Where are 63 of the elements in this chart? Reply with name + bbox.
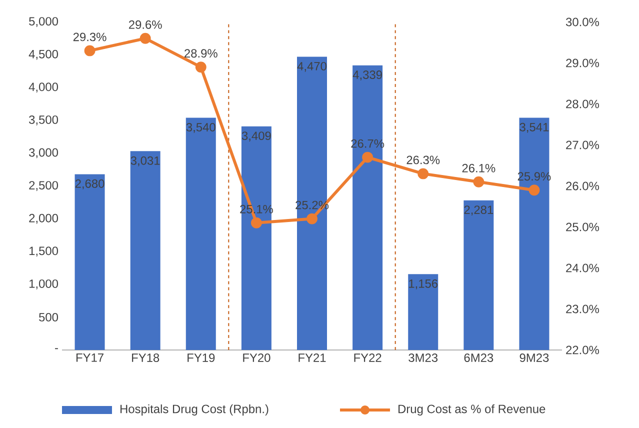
y2-tick-label: 27.0% [566, 140, 599, 150]
data-label: 3,541 [520, 122, 549, 133]
point [473, 176, 484, 188]
y2-tick-label: 30.0% [566, 18, 599, 26]
point [418, 168, 429, 180]
point [84, 45, 96, 56]
bar [408, 274, 438, 350]
y-tick-label: - [55, 348, 58, 350]
data-label: 2,680 [75, 179, 104, 190]
data-label: 2,281 [464, 206, 494, 216]
data-label: 26.3% [406, 156, 440, 164]
legend-label: Drug Cost as % of Revenue [398, 404, 546, 416]
bar [130, 151, 160, 350]
point [362, 152, 374, 163]
data-label: 26.1% [462, 164, 496, 172]
legend-label: Hospitals Drug Cost (Rpbn.) [120, 404, 268, 416]
point [250, 217, 262, 228]
y-tick-label: 3,500 [29, 115, 58, 126]
bar [74, 174, 105, 350]
x-tick-label: FY22 [354, 354, 382, 362]
data-label: 3,409 [242, 132, 271, 142]
data-label: 4,470 [297, 62, 326, 72]
bar [241, 126, 272, 350]
x-tick-label: 6M23 [464, 354, 494, 362]
y2-tick-label: 25.0% [566, 222, 599, 232]
data-label: 4,339 [352, 70, 382, 80]
data-label: 1,156 [409, 279, 438, 290]
x-tick-label: FY17 [76, 354, 104, 362]
y2-tick-label: 23.0% [566, 304, 599, 314]
y-tick-label: 5,000 [29, 17, 58, 27]
x-tick-label: 3M23 [408, 354, 438, 362]
y2-tick-label: 28.0% [566, 100, 599, 108]
y-tick-label: 500 [39, 312, 58, 322]
bar [186, 118, 216, 350]
x-tick-label: FY19 [188, 354, 215, 362]
y-tick-label: 3,000 [29, 148, 58, 158]
bar [352, 65, 383, 350]
y-tick-label: 4,000 [28, 82, 58, 93]
data-label: 3,540 [186, 122, 216, 133]
x-tick-label: 9M23 [520, 354, 549, 362]
x-tick-label: FY21 [298, 354, 326, 362]
x-tick-label: FY20 [243, 354, 270, 362]
x-tick-label: FY18 [132, 354, 160, 362]
bar [464, 200, 494, 350]
y-tick-label: 2,000 [29, 214, 58, 224]
y-tick-label: 2,500 [29, 181, 58, 191]
point [195, 62, 206, 73]
y-tick-label: 1,500 [29, 246, 58, 257]
y2-tick-label: 22.0% [566, 346, 599, 354]
data-label: 29.6% [128, 20, 162, 29]
point [306, 213, 318, 224]
y2-tick-label: 29.0% [566, 58, 599, 68]
y-tick-label: 4,500 [28, 50, 58, 60]
y2-tick-label: 24.0% [566, 264, 599, 272]
point [140, 32, 151, 44]
bar [519, 118, 550, 350]
data-label: 3,031 [130, 156, 160, 166]
data-label: 29.3% [73, 32, 106, 42]
y-tick-label: 1,000 [29, 279, 58, 290]
y2-tick-label: 26.0% [566, 182, 599, 190]
data-label: 28.9% [184, 49, 218, 58]
bar [297, 56, 327, 350]
point [528, 184, 540, 196]
